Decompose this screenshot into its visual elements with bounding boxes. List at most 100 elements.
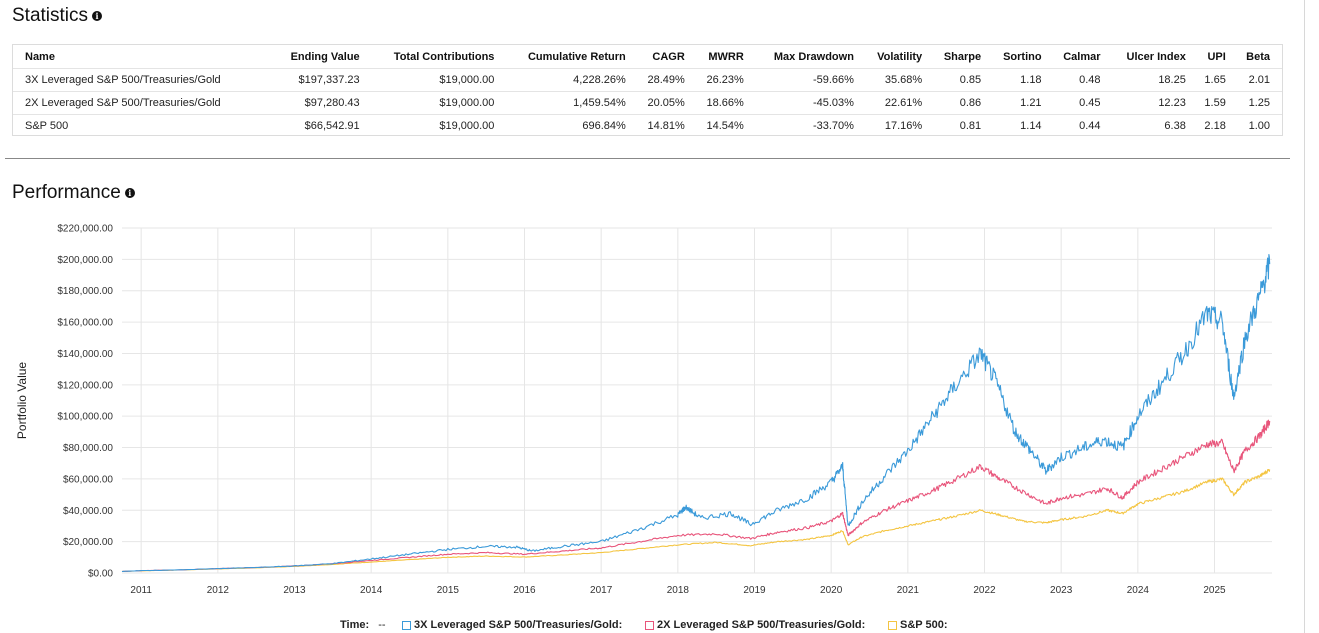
legend-time: Time: -- [340,619,386,631]
legend-label: S&P 500: [900,619,948,631]
y-tick-label: $220,000.00 [57,224,113,235]
column-header-upi[interactable]: UPI [1207,50,1226,63]
column-header-total-contributions[interactable]: Total Contributions [393,50,495,63]
y-tick-label: $120,000.00 [57,380,113,391]
x-tick-label: 2021 [897,585,920,596]
table-cell: 14.81% [631,114,691,137]
table-header-row: Name Ending Value Total Contributions Cumul… [13,45,1282,69]
table-cell: $197,337.23 [268,68,366,92]
table-cell: 0.45 [1047,91,1107,115]
table-body: 3X Leveraged S&P 500/Treasuries/Gold $197… [13,68,1282,137]
table-cell: 696.84% [500,114,632,137]
series-line-s-p-500[interactable] [122,469,1271,572]
table-cell: 1.00 [1231,114,1282,137]
table-cell: 26.23% [690,68,750,92]
statistics-title: Statistics i [12,5,103,27]
table-cell: 6.38 [1106,114,1192,137]
table-cell: 1.21 [987,91,1048,115]
legend-time-value: -- [378,619,386,631]
column-header-sortino[interactable]: Sortino [1003,50,1042,63]
table-cell: 22.61% [859,91,929,115]
legend-swatch [888,621,897,630]
table-cell: 18.25 [1106,68,1192,92]
column-header-beta[interactable]: Beta [1246,50,1270,63]
x-tick-label: 2024 [1127,585,1150,596]
table-cell: 1.65 [1191,68,1232,92]
table-cell: -45.03% [749,91,860,115]
legend-time-label: Time: [340,619,370,631]
table-row: 3X Leveraged S&P 500/Treasuries/Gold $197… [13,68,1282,92]
legend-item-sp500[interactable]: S&P 500: [888,619,948,631]
x-tick-label: 2025 [1203,585,1226,596]
column-header-volatility[interactable]: Volatility [877,50,923,63]
table-cell: 20.05% [631,91,691,115]
column-header-mwrr[interactable]: MWRR [708,50,744,63]
x-tick-label: 2012 [207,585,230,596]
table-cell: 0.86 [928,91,988,115]
table-cell: 0.48 [1047,68,1107,92]
info-icon[interactable]: i [124,188,135,198]
legend-item-3x[interactable]: 3X Leveraged S&P 500/Treasuries/Gold: [402,619,622,631]
x-tick-label: 2023 [1050,585,1073,596]
table-cell: $97,280.43 [268,91,366,115]
series-line-3x-leveraged-s-p-500-treasuries-gold[interactable] [121,253,1271,573]
x-tick-label: 2017 [590,585,613,596]
y-tick-label: $60,000.00 [63,474,113,485]
series-line-2x-leveraged-s-p-500-treasuries-gold[interactable] [121,419,1271,573]
x-tick-label: 2013 [283,585,306,596]
x-tick-label: 2020 [820,585,843,596]
y-tick-label: $80,000.00 [63,443,113,454]
row-name-cell: 3X Leveraged S&P 500/Treasuries/Gold [13,68,269,92]
table-cell: $19,000.00 [365,68,501,92]
column-header-sharpe[interactable]: Sharpe [943,50,982,63]
y-tick-label: $200,000.00 [57,255,113,266]
info-icon[interactable]: i [92,11,103,21]
column-header-ulcer-index[interactable]: Ulcer Index [1126,50,1186,63]
table-cell: -59.66% [749,68,860,92]
column-header-name[interactable]: Name [25,50,55,63]
x-tick-label: 2011 [130,585,152,596]
table-cell: 17.16% [859,114,929,137]
table-cell: 0.44 [1047,114,1107,137]
y-tick-label: $0.00 [88,569,113,580]
legend-label: 2X Leveraged S&P 500/Treasuries/Gold: [657,619,866,631]
table-cell: 0.85 [928,68,988,92]
statistics-table: Name Ending Value Total Contributions Cumul… [13,45,1282,137]
table-cell: 4,228.26% [500,68,632,92]
performance-chart[interactable]: $0.00 $20,000.00 $40,000.00 $60,000.00 $80,0… [0,210,1300,610]
column-header-calmar[interactable]: Calmar [1063,50,1101,63]
x-tick-label: 2015 [437,585,460,596]
statistics-title-text: Statistics [12,5,89,26]
y-tick-label: $40,000.00 [63,506,113,517]
table-cell: 35.68% [859,68,929,92]
table-cell: 2.18 [1191,114,1232,137]
column-header-cumulative-return[interactable]: Cumulative Return [527,50,626,63]
row-name-cell: S&P 500 [13,114,269,137]
y-tick-label: $100,000.00 [57,412,113,423]
table-cell: 14.54% [690,114,750,137]
section-divider [5,158,1290,159]
y-tick-label: $140,000.00 [57,349,113,360]
table-cell: 1,459.54% [500,91,632,115]
y-tick-label: $160,000.00 [57,318,113,329]
legend-swatch [645,621,654,630]
x-tick-label: 2016 [513,585,536,596]
table-row: S&P 500 $66,542.91 $19,000.00 696.84% 14.81%… [13,114,1282,137]
column-header-ending-value[interactable]: Ending Value [290,50,360,63]
legend-item-2x[interactable]: 2X Leveraged S&P 500/Treasuries/Gold: [645,619,865,631]
table-cell: 28.49% [631,68,691,92]
panel-right-border [1304,0,1305,633]
column-header-cagr[interactable]: CAGR [652,50,685,63]
table-cell: -33.70% [749,114,860,137]
x-tick-label: 2022 [973,585,996,596]
table-cell: 1.59 [1191,91,1232,115]
column-header-max-drawdown[interactable]: Max Drawdown [773,50,854,63]
y-tick-label: $20,000.00 [63,537,113,548]
table-cell: $19,000.00 [365,114,501,137]
table-cell: 0.81 [928,114,988,137]
row-name-cell: 2X Leveraged S&P 500/Treasuries/Gold [13,91,269,115]
table-cell: 1.14 [987,114,1048,137]
y-tick-label: $180,000.00 [57,286,113,297]
x-tick-label: 2019 [743,585,766,596]
